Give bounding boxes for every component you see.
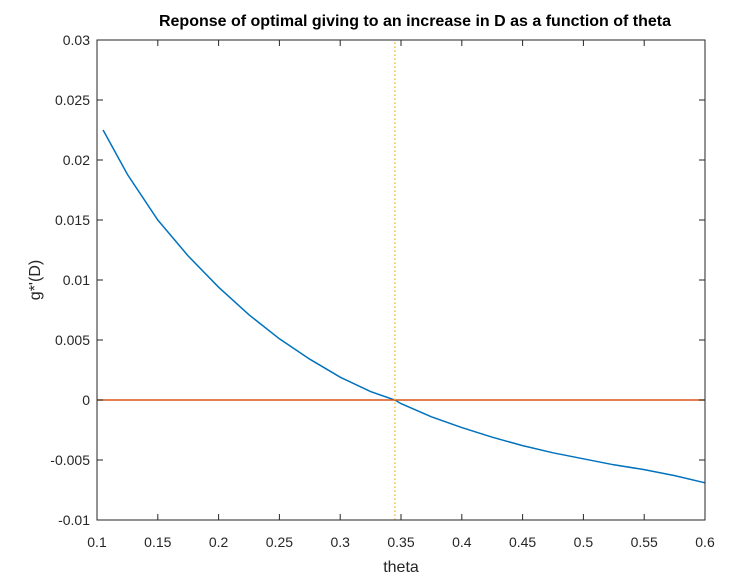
y-tick-label: 0.02 <box>63 152 90 168</box>
x-axis-label: theta <box>383 559 419 576</box>
x-tick-label: 0.35 <box>387 534 414 550</box>
y-tick-label: 0.015 <box>55 212 90 228</box>
plot-area <box>97 40 705 520</box>
y-tick-label: -0.005 <box>50 452 90 468</box>
y-tick-label: -0.01 <box>58 512 90 528</box>
y-tick-label: 0.03 <box>63 32 90 48</box>
series-layer <box>97 40 706 520</box>
x-tick-label: 0.5 <box>574 534 594 550</box>
y-tick-label: 0.01 <box>63 272 90 288</box>
y-tick-label: 0.005 <box>55 332 90 348</box>
y-ticks: -0.01 -0.005 0 0.005 0.01 0.015 0.02 0.025 0.03 <box>50 32 705 528</box>
series-line-1 <box>102 129 706 484</box>
y-tick-label: 0 <box>82 392 90 408</box>
x-tick-label: 0.15 <box>144 534 171 550</box>
x-tick-label: 0.2 <box>209 534 229 550</box>
x-tick-label: 0.3 <box>330 534 350 550</box>
x-tick-label: 0.6 <box>695 534 715 550</box>
x-ticks: 0.1 0.15 0.2 0.25 0.3 0.35 0.4 0.45 0.5 0.55 0.6 <box>87 40 715 550</box>
x-tick-label: 0.1 <box>87 534 107 550</box>
x-tick-label: 0.45 <box>509 534 536 550</box>
y-tick-label: 0.025 <box>55 92 90 108</box>
x-tick-label: 0.4 <box>452 534 472 550</box>
y-axis-label: g*'(D) <box>27 260 44 300</box>
x-tick-label: 0.55 <box>631 534 658 550</box>
x-tick-label: 0.25 <box>266 534 293 550</box>
chart-title: Reponse of optimal giving to an increase… <box>159 13 671 30</box>
